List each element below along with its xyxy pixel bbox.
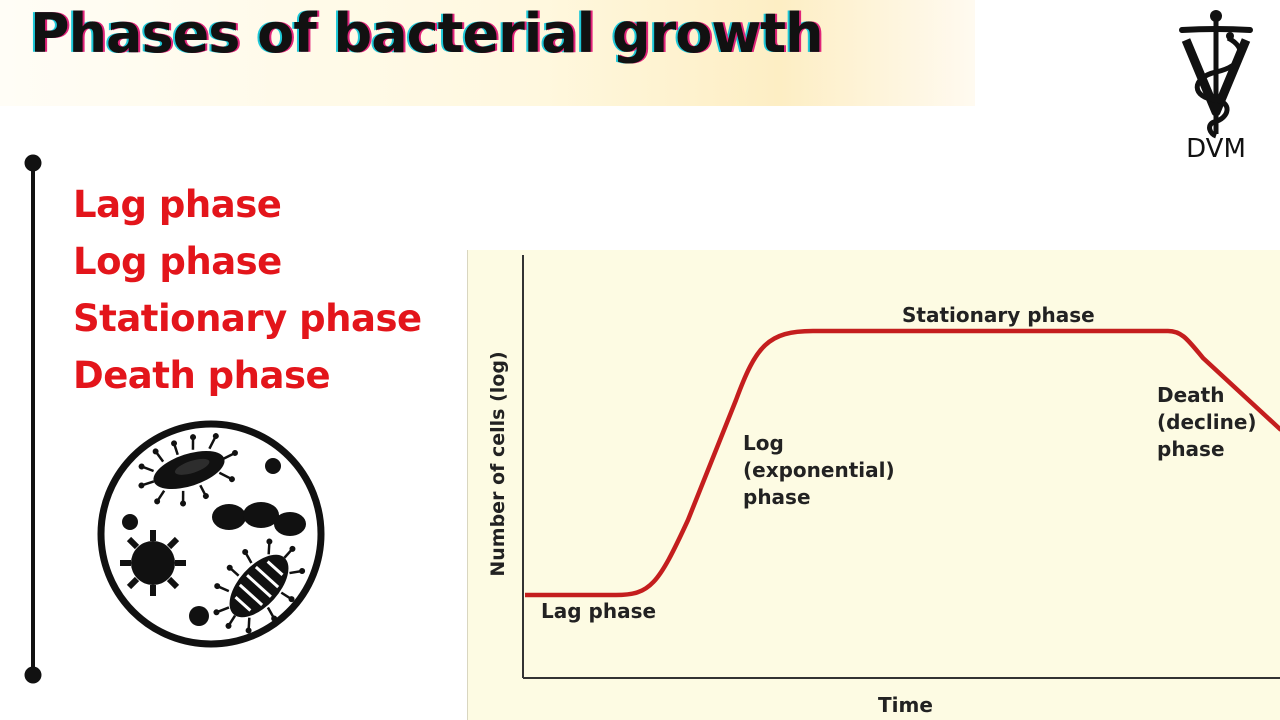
- lag-phase-label: Lag phase: [541, 599, 657, 623]
- logo-text: DVM: [1186, 134, 1246, 164]
- phase-item-death: Death phase: [73, 354, 331, 397]
- page-title: Phases of bacterial growth: [30, 2, 824, 65]
- y-axis-label: Number of cells (log): [487, 351, 509, 577]
- growth-curve-graph: Number of cells (log) Time Lag phase Log…: [467, 250, 1280, 720]
- phase-list: Lag phase Log phase Stationary phase Dea…: [73, 176, 422, 404]
- timeline-line: [24, 154, 42, 684]
- x-axis-label: Time: [878, 693, 933, 717]
- death-phase-label: Death (decline) phase: [1157, 383, 1257, 461]
- log-phase-label: Log (exponential) phase: [743, 431, 895, 509]
- phase-item-stationary: Stationary phase: [73, 297, 422, 340]
- title-banner: Phases of bacterial growth: [0, 0, 975, 106]
- stationary-phase-label: Stationary phase: [902, 303, 1095, 327]
- phase-item-log: Log phase: [73, 240, 282, 283]
- growth-curve: [525, 328, 1280, 598]
- phase-item-lag: Lag phase: [73, 183, 282, 226]
- bacteria-icon: [97, 420, 325, 648]
- caduceus-logo-icon: [1179, 10, 1253, 139]
- graph-canvas: [522, 255, 1280, 679]
